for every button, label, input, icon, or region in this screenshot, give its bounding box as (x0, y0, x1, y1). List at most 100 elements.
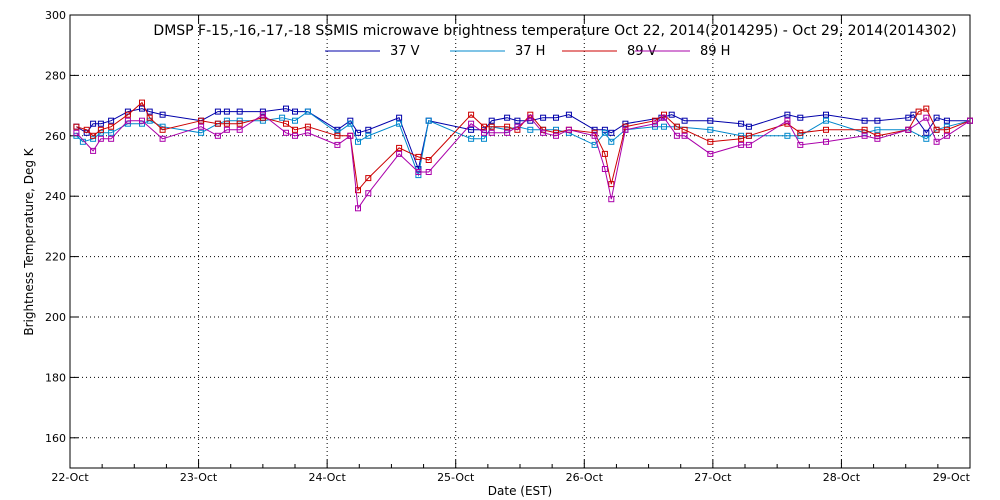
data-point-37v (236, 108, 243, 115)
data-point-89h (396, 150, 403, 157)
legend-label-37v: 37 V (390, 44, 420, 59)
data-point-37h (108, 129, 115, 136)
data-point-37v (540, 114, 547, 121)
x-tick-label: 29-Oct (933, 471, 971, 484)
data-point-89v (124, 111, 131, 118)
data-point-89v (915, 108, 922, 115)
data-point-37v (292, 108, 298, 115)
data-point-89h (745, 141, 752, 148)
data-point-89h (967, 117, 973, 124)
x-tick-label: 28-Oct (823, 471, 861, 484)
data-point-89v (923, 105, 930, 112)
x-tick-label: 22-Oct (51, 471, 89, 484)
data-point-89h (355, 205, 361, 212)
data-point-89h (214, 132, 221, 139)
x-tick-label: 26-Oct (566, 471, 604, 484)
data-point-37h (365, 132, 372, 139)
data-point-37v (504, 114, 511, 121)
data-point-89v (355, 187, 361, 194)
data-point-89h (481, 129, 487, 136)
data-point-37h (425, 117, 432, 124)
data-point-37v (468, 126, 475, 133)
x-tick-label: 24-Oct (308, 471, 346, 484)
data-point-89h (608, 196, 615, 203)
data-point-89h (97, 135, 104, 142)
data-point-89v (707, 138, 714, 145)
data-point-89v (97, 126, 104, 133)
data-point-89v (823, 126, 829, 133)
data-point-37v (214, 108, 221, 115)
series-line-89h (76, 114, 971, 210)
data-point-37v (355, 129, 361, 136)
data-point-89v (146, 114, 153, 121)
data-point-37h (608, 138, 615, 145)
data-point-37h (601, 129, 608, 136)
data-point-37v (861, 117, 868, 124)
data-point-89h (425, 169, 432, 175)
data-point-89v (933, 126, 940, 133)
data-point-89h (905, 126, 912, 133)
series-group (73, 99, 973, 212)
data-point-37h (943, 123, 950, 130)
data-point-37v (608, 129, 615, 136)
data-point-89v (673, 123, 680, 130)
data-point-89h (292, 132, 298, 139)
data-point-89h (73, 129, 80, 136)
data-point-37v (259, 108, 266, 115)
data-point-89h (673, 132, 680, 139)
data-point-37v (97, 120, 104, 127)
data-point-37h (304, 108, 311, 115)
series-line-89v (76, 101, 971, 192)
legend: 37 V 37 H 89 V 89 H (325, 44, 730, 59)
y-tick-label: 200 (45, 311, 66, 324)
y-tick-label: 180 (45, 371, 66, 384)
data-point-37v (565, 111, 572, 118)
data-point-37v (910, 111, 917, 118)
data-point-89h (622, 126, 629, 133)
y-tick-label: 260 (45, 130, 66, 143)
data-point-89h (334, 141, 341, 148)
data-point-89h (365, 190, 372, 197)
legend-label-89h: 89 H (700, 44, 730, 59)
y-tick-label: 160 (45, 432, 66, 445)
data-point-89h (553, 132, 559, 139)
data-point-37v (874, 117, 881, 124)
data-point-89h (415, 169, 422, 175)
data-point-89h (601, 166, 608, 172)
y-tick-label: 280 (45, 69, 66, 82)
data-point-37v (514, 117, 521, 124)
data-point-37v (738, 120, 745, 127)
data-point-89v (108, 123, 115, 130)
data-point-37h (823, 117, 829, 124)
axis-ticks: 160 180 200 220 240 260 280 300 22-Oct 23-Oct 24-O… (45, 9, 971, 484)
data-point-37h (784, 132, 791, 139)
data-point-89v (745, 132, 752, 139)
data-point-37v (396, 114, 403, 121)
data-point-37v (943, 117, 950, 124)
data-point-89v (198, 117, 205, 124)
data-point-37v (923, 129, 930, 136)
data-point-89h (304, 129, 311, 136)
y-axis-label: Brightness Temperature, Deg K (22, 147, 36, 335)
data-point-37h (481, 135, 487, 142)
data-point-37v (488, 117, 495, 124)
x-tick-label: 25-Oct (437, 471, 475, 484)
data-point-37v (159, 111, 166, 118)
data-point-37v (707, 117, 714, 124)
data-point-89h (652, 120, 658, 127)
data-point-89v (415, 153, 422, 160)
data-point-89v (681, 126, 688, 133)
data-point-89v (514, 126, 521, 133)
data-point-89v (396, 144, 403, 151)
data-point-89h (90, 147, 97, 154)
data-point-37h (279, 114, 286, 121)
data-point-89v (159, 126, 166, 133)
data-point-37v (784, 111, 791, 118)
chart-title: DMSP F-15,-16,-17,-18 SSMIS microwave br… (153, 23, 956, 39)
data-point-89v (236, 120, 243, 127)
data-point-89h (514, 123, 521, 130)
data-point-89h (738, 141, 745, 148)
data-point-37v (823, 111, 829, 118)
data-point-89h (504, 129, 511, 136)
